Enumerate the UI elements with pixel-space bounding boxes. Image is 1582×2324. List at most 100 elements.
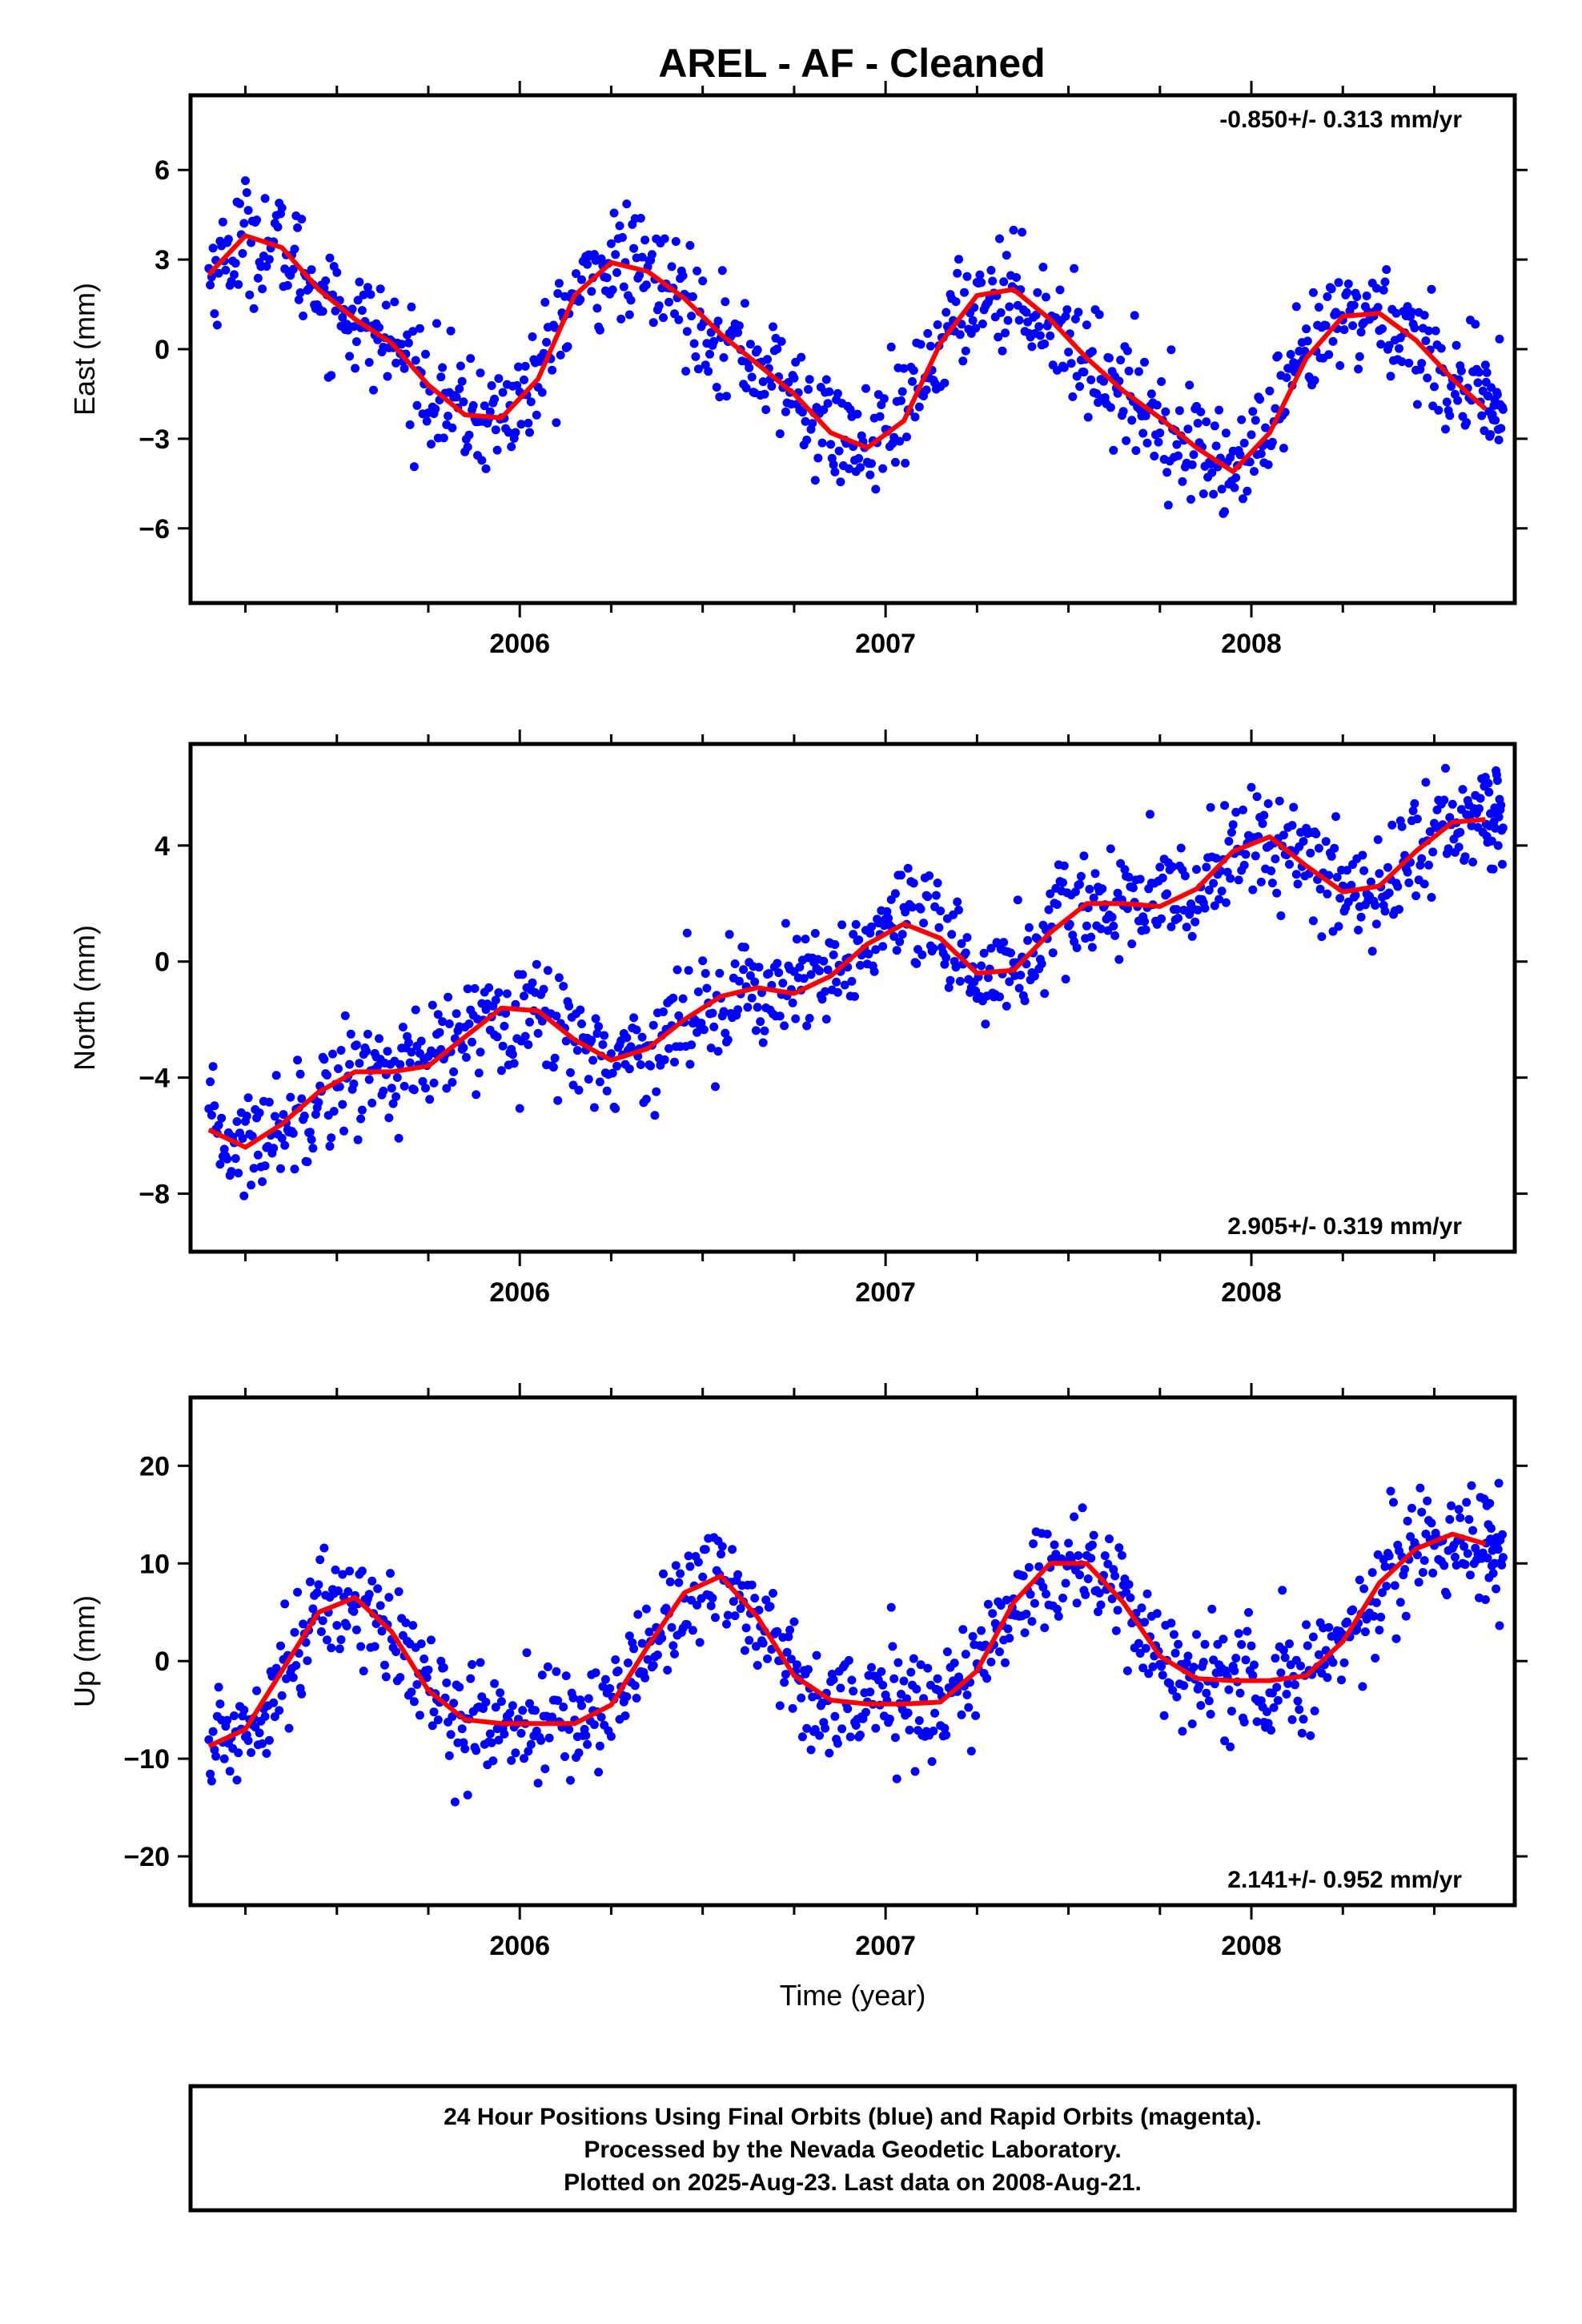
up-data-point — [1183, 1651, 1193, 1661]
east-data-point — [996, 308, 1006, 317]
north-data-point — [568, 1080, 578, 1090]
north-data-point — [908, 903, 917, 912]
north-ytick-label: −8 — [139, 1180, 170, 1210]
up-data-point — [644, 1627, 654, 1637]
up-data-point — [323, 1635, 331, 1645]
north-data-point — [756, 1017, 765, 1027]
north-data-point — [648, 1020, 658, 1030]
up-data-point — [971, 1711, 981, 1720]
north-data-point — [733, 1005, 743, 1015]
up-data-point — [685, 1562, 695, 1571]
up-data-point — [792, 1660, 801, 1670]
up-data-point — [930, 1708, 940, 1718]
up-data-point — [1034, 1562, 1044, 1571]
east-data-point — [297, 215, 307, 224]
up-data-point — [215, 1699, 225, 1709]
east-data-point — [1417, 359, 1427, 368]
north-data-point — [693, 1027, 702, 1037]
up-data-point — [1283, 1679, 1293, 1688]
north-data-point — [319, 1055, 329, 1064]
north-data-point — [1113, 888, 1122, 898]
north-data-point — [699, 1025, 709, 1035]
north-data-point — [217, 1113, 227, 1123]
north-data-point — [264, 1097, 274, 1107]
east-data-point — [615, 221, 624, 231]
up-data-point — [297, 1689, 307, 1699]
up-data-point — [338, 1570, 347, 1579]
east-data-point — [856, 463, 865, 472]
north-data-point — [1220, 801, 1230, 810]
up-data-point — [1247, 1641, 1256, 1651]
north-data-point — [474, 1068, 484, 1078]
up-data-point — [966, 1747, 976, 1756]
north-data-point — [234, 1168, 243, 1178]
north-data-point — [384, 1113, 394, 1123]
east-data-point — [879, 394, 889, 404]
east-data-point — [797, 352, 806, 362]
north-data-point — [335, 1082, 344, 1092]
east-data-point — [1243, 486, 1252, 496]
east-data-point — [290, 244, 299, 254]
north-data-point — [1496, 800, 1506, 810]
up-data-point — [370, 1642, 379, 1651]
north-data-point — [849, 930, 858, 939]
east-data-point — [1404, 358, 1414, 368]
east-data-point — [826, 440, 836, 449]
east-data-point — [682, 327, 692, 336]
north-data-point — [734, 976, 744, 986]
east-data-point — [1185, 380, 1195, 390]
east-data-point — [1494, 435, 1504, 444]
north-data-point — [1044, 905, 1054, 915]
north-data-point — [444, 992, 453, 1002]
up-data-point — [449, 1699, 459, 1708]
east-data-point — [253, 273, 263, 283]
up-data-point — [305, 1577, 315, 1586]
east-data-point — [405, 420, 415, 429]
up-data-point — [861, 1707, 870, 1717]
north-data-point — [1272, 888, 1282, 898]
north-data-point — [207, 1111, 216, 1120]
up-data-point — [1279, 1646, 1288, 1655]
up-data-point — [1371, 1598, 1381, 1607]
north-data-point — [781, 919, 790, 928]
up-data-point — [1168, 1686, 1178, 1695]
north-data-point — [698, 956, 708, 966]
north-data-point — [999, 938, 1009, 947]
north-data-point — [346, 1029, 355, 1039]
up-data-point — [964, 1703, 974, 1712]
up-data-point — [886, 1602, 896, 1612]
east-data-point — [867, 459, 876, 468]
up-data-point — [1243, 1626, 1252, 1636]
north-data-point — [444, 1019, 454, 1028]
up-data-point — [488, 1756, 498, 1766]
north-data-point — [711, 1082, 720, 1092]
up-data-point — [1087, 1540, 1097, 1550]
east-data-point — [1207, 468, 1217, 477]
north-data-point — [394, 1133, 404, 1143]
east-data-point — [457, 376, 467, 386]
up-data-point — [206, 1769, 215, 1779]
east-data-point — [1082, 320, 1091, 330]
up-data-point — [1278, 1586, 1287, 1595]
east-data-point — [1355, 352, 1364, 361]
north-data-point — [747, 993, 757, 1003]
up-data-point — [957, 1710, 966, 1719]
east-data-point — [1202, 417, 1211, 427]
east-data-point — [1074, 308, 1083, 317]
north-data-point — [903, 863, 913, 873]
east-data-point — [345, 352, 355, 361]
up-data-point — [1020, 1628, 1030, 1638]
up-data-point — [637, 1638, 647, 1648]
north-data-point — [388, 1099, 398, 1108]
east-data-point — [221, 265, 231, 275]
east-data-point — [1378, 324, 1387, 333]
north-data-point — [500, 1021, 509, 1031]
up-data-point — [566, 1775, 575, 1785]
east-data-point — [953, 268, 962, 278]
up-data-point — [1447, 1501, 1456, 1510]
north-data-point — [566, 1068, 575, 1077]
north-data-point — [1439, 795, 1449, 805]
east-data-point — [681, 367, 691, 376]
north-data-point — [1380, 907, 1390, 916]
up-xtick-label: 2006 — [489, 1931, 550, 1961]
